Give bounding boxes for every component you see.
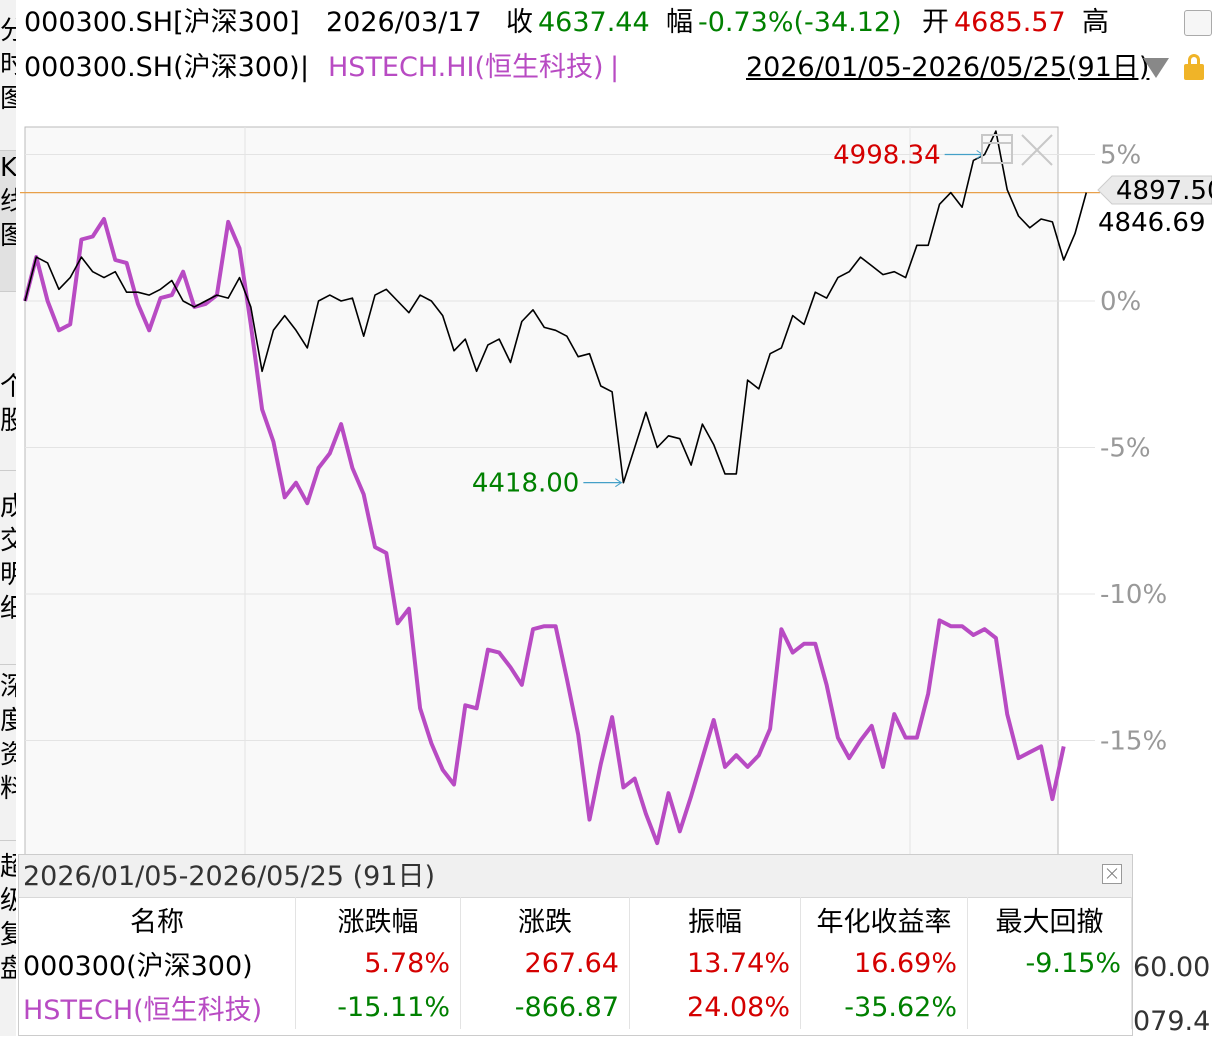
row-max-drawdown [967, 985, 1132, 1029]
change-label: 幅 [666, 7, 693, 38]
stock-code: 000300.SH[沪深300] [24, 7, 300, 38]
sidebar-item-stock[interactable]: 个股 [0, 370, 16, 470]
sidebar-item-trades[interactable]: 成交明细 [0, 490, 16, 660]
sidebar-item-label: K线图 [0, 153, 16, 251]
lock-icon[interactable] [1184, 64, 1204, 80]
sidebar-item-label: 个股 [0, 372, 16, 436]
stats-panel-title: 2026/01/05-2026/05/25 (91日) [23, 861, 435, 892]
right-price-label-secondary: 4846.69 [1098, 208, 1206, 238]
change-value: -0.73%(-34.12) [698, 7, 902, 38]
col-header-change: 涨跌 [460, 897, 630, 941]
close-value: 4637.44 [538, 7, 650, 38]
row-change: -866.87 [460, 985, 630, 1029]
row-name: HSTECH(恒生科技) [19, 985, 296, 1029]
legend-series-hstech[interactable]: HSTECH.HI(恒生科技) [328, 52, 604, 83]
date-range-selector[interactable]: 2026/01/05-2026/05/25(91日) [746, 52, 1150, 83]
plot-area [24, 126, 1059, 858]
stats-header-row: 名称 涨跌幅 涨跌 振幅 年化收益率 最大回撤 [19, 897, 1132, 941]
row-amplitude: 24.08% [629, 985, 801, 1029]
row-change: 267.64 [460, 941, 630, 985]
table-row[interactable]: 000300(沪深300) 5.78% 267.64 13.74% 16.69%… [19, 941, 1132, 985]
y-tick-label: 5% [1100, 141, 1141, 171]
close-chart-icon[interactable] [1021, 134, 1053, 166]
chevron-down-icon[interactable] [1143, 58, 1169, 78]
sidebar-item-kline[interactable]: K线图 [0, 151, 16, 291]
stats-table: 名称 涨跌幅 涨跌 振幅 年化收益率 最大回撤 000300(沪深300) 5.… [19, 897, 1132, 1029]
sidebar-item-label: 深度资料 [0, 672, 16, 804]
close-label: 收 [506, 7, 533, 38]
right-axis-fragment: 079.45 [1133, 1006, 1212, 1037]
col-header-change-pct: 涨跌幅 [295, 897, 461, 941]
price-pointer-icon [1097, 175, 1212, 205]
sidebar-item-label: 分时图 [0, 16, 16, 114]
sidebar-item-label: 超级复盘 [0, 852, 16, 984]
interval-stats-panel: 2026/01/05-2026/05/25 (91日) 名称 涨跌幅 涨跌 振幅… [18, 854, 1133, 1036]
sidebar-item-intraday[interactable]: 分时图 [0, 14, 16, 150]
high-label: 高 [1082, 7, 1109, 38]
sidebar-item-label: 成交明细 [0, 492, 16, 624]
table-row[interactable]: HSTECH(恒生科技) -15.11% -866.87 24.08% -35.… [19, 985, 1132, 1029]
y-tick-label: -10% [1100, 580, 1167, 610]
lock-shackle-icon [1188, 54, 1200, 66]
right-price-label-latest: 4897.50 [1116, 176, 1212, 206]
col-header-annualized: 年化收益率 [800, 897, 968, 941]
y-tick-label: -15% [1100, 727, 1167, 757]
col-header-max-drawdown: 最大回撤 [967, 897, 1132, 941]
stats-panel-header: 2026/01/05-2026/05/25 (91日) [19, 855, 1132, 898]
annotation-min-label: 4418.00 [472, 469, 580, 499]
col-header-name: 名称 [19, 897, 296, 941]
series-line-hstech [23, 217, 1066, 846]
right-axis-fragment: 60.00( [1133, 952, 1212, 983]
y-tick-label: -5% [1100, 434, 1151, 464]
open-label: 开 [922, 7, 949, 38]
maximize-icon[interactable] [981, 134, 1013, 164]
row-amplitude: 13.74% [629, 941, 801, 985]
row-name: 000300(沪深300) [19, 941, 296, 985]
legend-separator: | [300, 52, 310, 83]
row-max-drawdown: -9.15% [967, 941, 1132, 985]
row-change-pct: 5.78% [295, 941, 461, 985]
quote-header: 000300.SH[沪深300] 2026/03/17 收 4637.44 幅 … [0, 0, 1212, 46]
close-icon[interactable] [1102, 864, 1122, 884]
series-legend: 000300.SH(沪深300) | HSTECH.HI(恒生科技) | 202… [0, 46, 1212, 90]
col-header-amplitude: 振幅 [629, 897, 801, 941]
series-line-csi300 [24, 130, 1088, 484]
sidebar-item-profile[interactable]: 深度资料 [0, 670, 16, 840]
row-annualized: -35.62% [800, 985, 968, 1029]
left-sidebar: 分时图 K线图 个股 成交明细 深度资料 超级复盘 [0, 0, 16, 1036]
annotation-arrowhead [615, 478, 623, 488]
sidebar-item-replay[interactable]: 超级复盘 [0, 850, 16, 1020]
legend-series-csi300[interactable]: 000300.SH(沪深300) [24, 52, 300, 83]
gridlines [25, 127, 1095, 857]
row-annualized: 16.69% [800, 941, 968, 985]
legend-trailing-separator: | [610, 52, 620, 83]
annotation-max-label: 4998.34 [833, 141, 941, 171]
y-tick-label: 0% [1100, 287, 1141, 317]
row-change-pct: -15.11% [295, 985, 461, 1029]
open-value: 4685.57 [954, 7, 1066, 38]
quote-date: 2026/03/17 [326, 7, 482, 38]
